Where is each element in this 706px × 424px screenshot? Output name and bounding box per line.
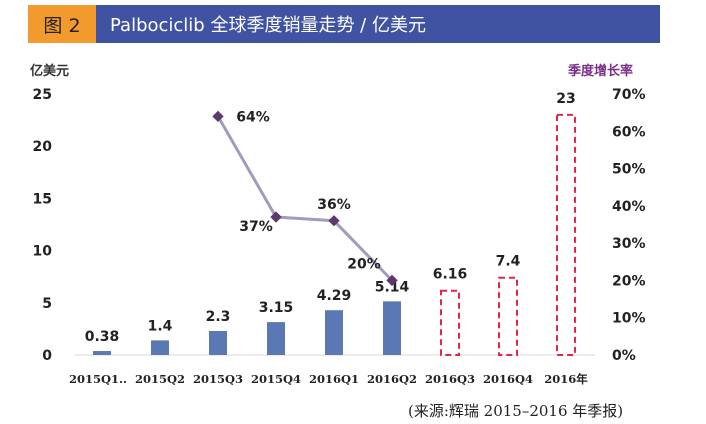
x-tick-label: 2016Q1: [309, 372, 359, 386]
chart-title: Palbociclib 全球季度销量走势 / 亿美元: [96, 5, 660, 43]
growth-line: [216, 115, 394, 282]
y-tick-label: 10: [33, 244, 53, 260]
growth-label: 36%: [317, 197, 351, 213]
growth-marker: [328, 215, 340, 227]
y2-tick-label: 30%: [612, 236, 646, 252]
y-tick-label: 15: [33, 191, 52, 207]
y2-tick-label: 70%: [612, 87, 646, 103]
data-label: 3.15: [259, 300, 294, 316]
data-label: 6.16: [433, 267, 468, 283]
bar: [93, 351, 111, 355]
data-label: 0.38: [85, 329, 120, 345]
y2-tick-label: 60%: [612, 124, 646, 140]
y2-tick-label: 10%: [612, 311, 646, 327]
x-tick-label: 2015Q1..: [69, 372, 127, 386]
data-label: 23: [556, 91, 575, 107]
bar: [151, 340, 169, 355]
growth-label: 64%: [236, 109, 270, 125]
y-tick-label: 20: [33, 139, 53, 155]
x-tick-label: 2015Q2: [135, 372, 185, 386]
bar: [325, 310, 343, 355]
source-note: (来源:辉瑞 2015–2016 年季报): [408, 402, 624, 420]
growth-marker: [386, 274, 398, 287]
y2-axis-label: 季度增长率: [568, 64, 634, 79]
y-axis-label: 亿美元: [30, 64, 70, 79]
bar: [267, 322, 285, 355]
bar: [209, 330, 227, 355]
x-tick-label: 2016年: [544, 372, 588, 386]
forecast-bar: [498, 276, 518, 356]
data-label: 2.3: [206, 309, 231, 325]
y-tick-label: 0: [42, 348, 52, 364]
y2-tick-label: 40%: [612, 199, 646, 215]
growth-label: 20%: [347, 256, 381, 272]
figure-header: 图 2 Palbociclib 全球季度销量走势 / 亿美元: [28, 5, 660, 43]
y2-tick-label: 50%: [612, 162, 646, 178]
forecast-bar: [440, 289, 460, 357]
y-tick-label: 5: [42, 296, 52, 312]
y2-tick-label: 20%: [612, 273, 646, 289]
x-tick-label: 2015Q3: [193, 372, 243, 386]
figure-number: 图 2: [28, 5, 96, 43]
data-label: 7.4: [496, 254, 521, 270]
forecast-bar: [556, 113, 576, 356]
x-tick-label: 2015Q4: [251, 372, 301, 386]
data-label: 5.14: [375, 279, 410, 295]
data-label: 1.4: [148, 318, 173, 334]
x-tick-label: 2016Q2: [367, 372, 417, 386]
bar: [383, 301, 401, 355]
y2-tick-label: 0%: [612, 348, 636, 364]
x-tick-label: 2016Q4: [483, 372, 533, 386]
growth-label: 37%: [239, 219, 273, 235]
y-tick-label: 25: [33, 87, 52, 103]
growth-marker: [270, 211, 282, 223]
x-tick-label: 2016Q3: [425, 372, 475, 386]
data-label: 4.29: [317, 288, 352, 304]
